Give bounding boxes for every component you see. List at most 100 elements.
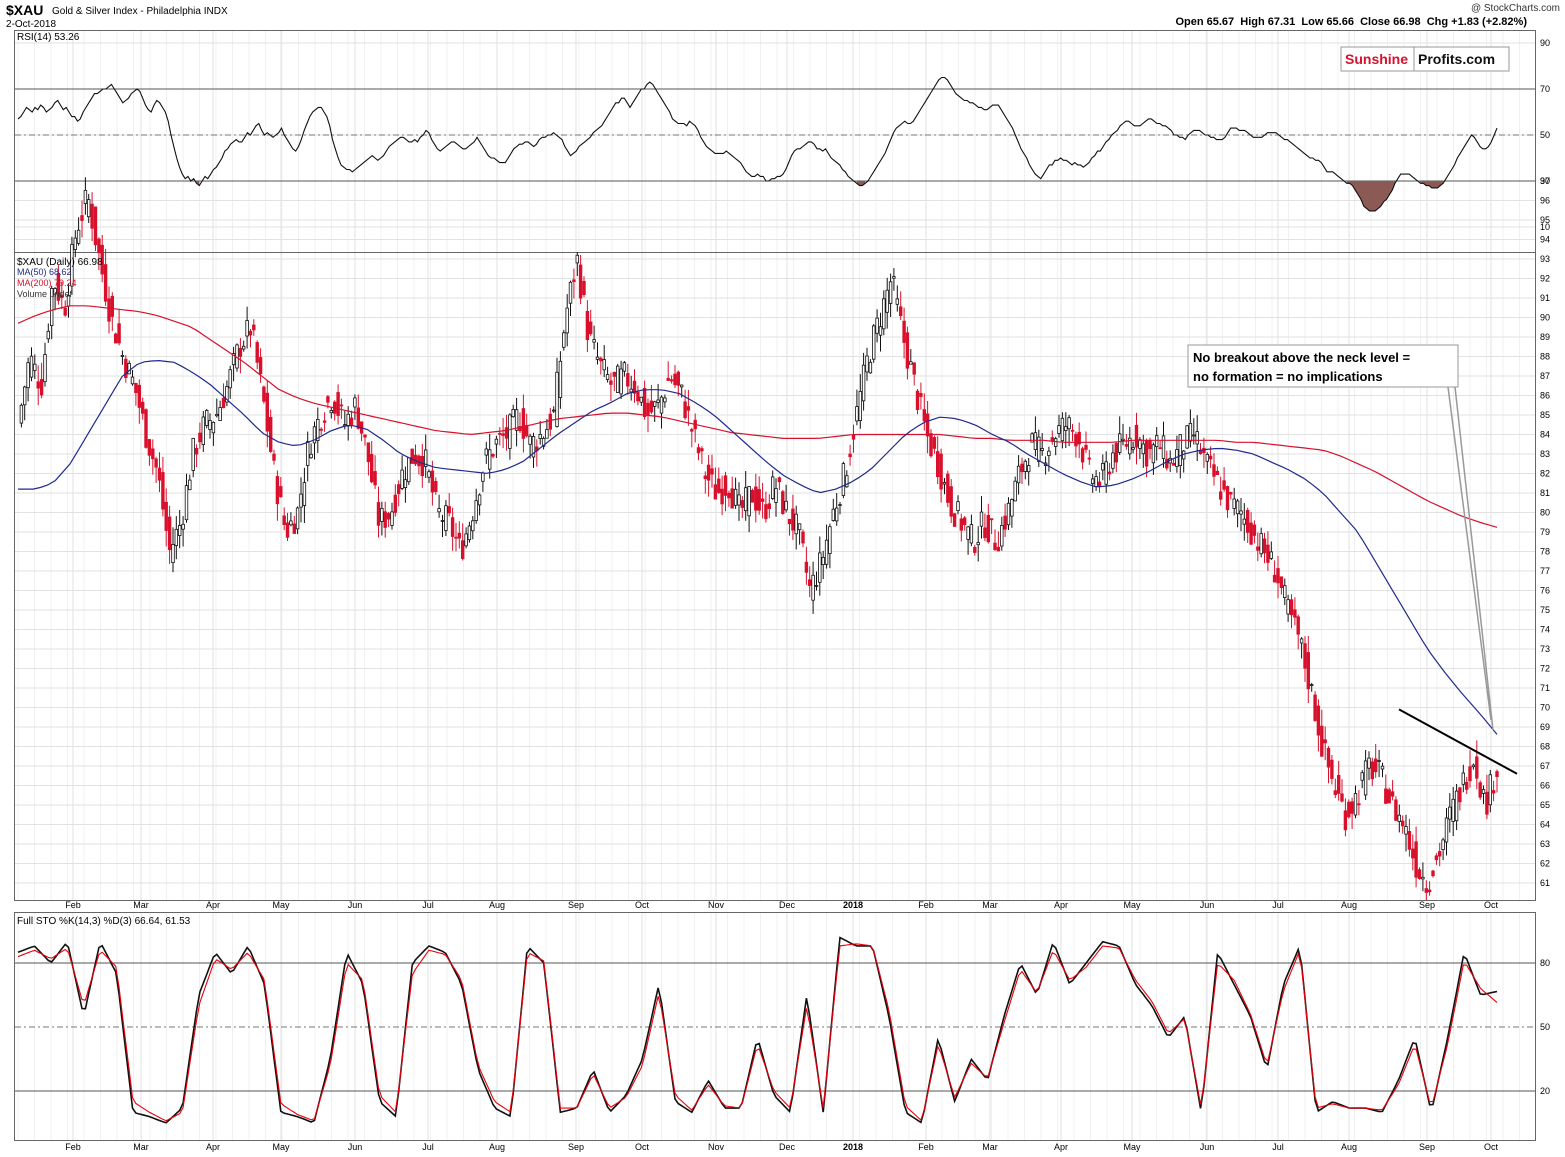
candle-body bbox=[1363, 760, 1368, 796]
candle-body bbox=[1488, 774, 1492, 806]
candle-body bbox=[1000, 525, 1004, 547]
candle-body bbox=[1030, 433, 1034, 443]
candle-body bbox=[1367, 757, 1371, 769]
candle-body bbox=[1185, 425, 1189, 449]
candle-body bbox=[1215, 470, 1220, 476]
candle-body bbox=[417, 455, 421, 467]
sto-tick-label: 80 bbox=[1540, 958, 1550, 968]
candle-body bbox=[457, 532, 461, 539]
candle-body bbox=[70, 244, 74, 287]
candle-body bbox=[993, 542, 997, 551]
candle-body bbox=[282, 515, 286, 526]
candle-body bbox=[1067, 417, 1071, 430]
candle-body bbox=[986, 515, 990, 543]
candle-body bbox=[541, 437, 546, 447]
candle-body bbox=[936, 451, 940, 478]
candle-body bbox=[794, 513, 798, 535]
candle-body bbox=[1441, 839, 1445, 851]
candle-body bbox=[1239, 510, 1243, 515]
candle-body bbox=[578, 264, 583, 299]
candle-body bbox=[390, 511, 394, 526]
candle-body bbox=[181, 523, 185, 530]
candle-body bbox=[899, 306, 903, 316]
candle-body bbox=[956, 501, 960, 512]
candle-body bbox=[666, 377, 670, 381]
candle-body bbox=[130, 376, 135, 385]
price-tick-label: 96 bbox=[1540, 196, 1550, 206]
candle-body bbox=[366, 442, 371, 463]
price-tick-label: 73 bbox=[1540, 644, 1550, 654]
candle-body bbox=[1060, 417, 1065, 442]
candle-body bbox=[1340, 793, 1344, 802]
candle-body bbox=[521, 408, 526, 439]
candle-body bbox=[1165, 458, 1169, 469]
candle-body bbox=[225, 386, 229, 403]
candle-body bbox=[1262, 538, 1267, 554]
candle-body bbox=[346, 413, 350, 426]
candle-body bbox=[828, 526, 832, 555]
candle-body bbox=[983, 527, 987, 539]
candle-body bbox=[46, 330, 50, 340]
candle-body bbox=[174, 528, 178, 546]
volume-legend: Volume undef bbox=[17, 289, 73, 299]
candle-body bbox=[403, 479, 408, 489]
candle-body bbox=[1134, 424, 1139, 448]
candle-body bbox=[545, 429, 549, 439]
candle-body bbox=[656, 399, 660, 403]
candle-body bbox=[589, 321, 593, 335]
candle-body bbox=[1397, 814, 1401, 822]
candle-body bbox=[892, 276, 896, 279]
candle-body bbox=[1434, 855, 1439, 861]
candle-body bbox=[663, 397, 667, 403]
candle-body bbox=[1131, 447, 1135, 450]
candle-body bbox=[595, 356, 600, 360]
candle-body bbox=[1151, 444, 1156, 464]
candle-body bbox=[211, 421, 216, 434]
candle-body bbox=[875, 317, 879, 334]
candle-body bbox=[460, 540, 465, 559]
candle-body bbox=[39, 379, 44, 396]
candle-body bbox=[484, 448, 488, 456]
candle-body bbox=[1451, 798, 1455, 822]
candle-body bbox=[1010, 499, 1014, 517]
candle-body bbox=[447, 506, 451, 514]
candle-body bbox=[946, 473, 950, 503]
month-label: Apr bbox=[206, 1142, 220, 1152]
month-label: 2018 bbox=[843, 1142, 863, 1152]
candle-body bbox=[548, 413, 552, 430]
stockcharts-credit: @ StockCharts.com bbox=[1471, 3, 1560, 14]
candle-body bbox=[555, 371, 559, 427]
candle-body bbox=[36, 381, 40, 389]
candle-body bbox=[602, 359, 606, 371]
candle-body bbox=[616, 365, 620, 393]
candle-body bbox=[1306, 652, 1310, 690]
candle-body bbox=[713, 484, 718, 500]
candle-body bbox=[53, 288, 57, 295]
candle-body bbox=[710, 468, 714, 475]
candle-body bbox=[676, 371, 680, 386]
candle-body bbox=[1252, 524, 1257, 536]
candle-body bbox=[110, 295, 114, 317]
candle-body bbox=[1478, 782, 1482, 798]
candle-body bbox=[626, 373, 630, 387]
candle-body bbox=[878, 326, 883, 336]
candle-body bbox=[531, 435, 536, 458]
candle-body bbox=[29, 355, 34, 378]
candle-body bbox=[754, 486, 758, 511]
sto-tick-label: 50 bbox=[1540, 1022, 1550, 1032]
candle-body bbox=[760, 498, 765, 502]
candle-body bbox=[289, 520, 293, 526]
candle-body bbox=[1330, 759, 1334, 779]
rsi-line bbox=[17, 76, 1498, 212]
candle-body bbox=[1124, 444, 1129, 447]
candle-body bbox=[1054, 438, 1058, 447]
candle-body bbox=[312, 426, 317, 444]
candle-body bbox=[117, 323, 121, 344]
month-label: Jun bbox=[348, 900, 363, 910]
candle-body bbox=[103, 264, 108, 302]
candle-body bbox=[1289, 599, 1294, 616]
candle-body bbox=[1377, 760, 1381, 762]
candle-body bbox=[1424, 888, 1428, 893]
ma200-line bbox=[17, 305, 1498, 528]
